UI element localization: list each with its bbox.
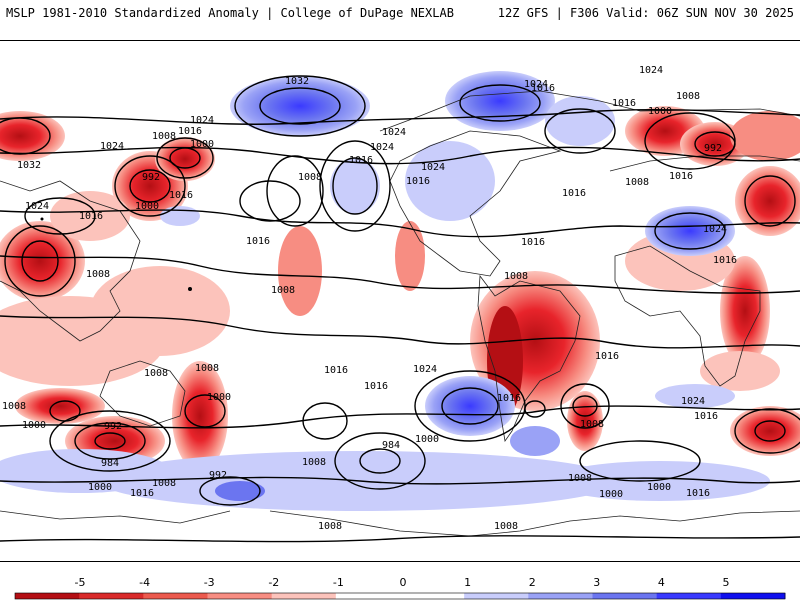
isobar-label: 1008 xyxy=(298,172,322,183)
colorbar-tick-label: -3 xyxy=(204,576,215,589)
isobar-label: 1016 xyxy=(612,98,636,109)
isobar-label: 1024 xyxy=(703,224,727,235)
isobar-label: 1016 xyxy=(669,171,693,182)
isobar-label: 1008 xyxy=(152,131,176,142)
isobar-label: 992 xyxy=(704,143,722,154)
isobar-label: 1016 xyxy=(531,83,555,94)
colorbar-tick-label: -4 xyxy=(139,576,150,589)
model-run-info: 12Z GFS | F306 Valid: 06Z SUN NOV 30 202… xyxy=(497,6,794,20)
isobar-label: 1016 xyxy=(349,155,373,166)
colorbar-tick-label: -5 xyxy=(75,576,86,589)
isobar-label: 1024 xyxy=(524,79,548,90)
colorbar-segment xyxy=(400,593,465,599)
colorbar-segment xyxy=(335,593,401,599)
isobar-label: 1000 xyxy=(599,489,623,500)
isobar-label: 1008 xyxy=(625,177,649,188)
isobar-label: 1000 xyxy=(22,420,46,431)
colorbar-segment xyxy=(528,593,593,599)
isobar-label: 1000 xyxy=(647,482,671,493)
isobar-label: 1016 xyxy=(595,351,619,362)
isobar-label: 1008 xyxy=(86,269,110,280)
isobar-label: 1032 xyxy=(285,76,309,87)
pressure-center-dot xyxy=(40,217,44,221)
colorbar-segment xyxy=(592,593,658,599)
isobar-label: 1000 xyxy=(415,434,439,445)
colorbar-segment xyxy=(143,593,208,599)
colorbar-tick-label: 3 xyxy=(593,576,600,589)
colorbar-segment xyxy=(656,593,722,599)
isobar-label: 1032 xyxy=(17,160,41,171)
isobar-label: 1016 xyxy=(364,381,388,392)
isobar-label: 992 xyxy=(209,470,227,481)
colorbar-segment xyxy=(15,593,80,599)
mslp-anomaly-map: 1032 1024 1024 1016 1000 1008 992 1016 1… xyxy=(0,40,800,562)
isobar-label: 1016 xyxy=(79,211,103,222)
colorbar-outline xyxy=(14,592,786,600)
isobar-label: 984 xyxy=(382,440,400,451)
isobar-label: 1008 xyxy=(144,368,168,379)
colorbar-tick-label: -1 xyxy=(333,576,344,589)
isobar-label: 1000 xyxy=(648,106,672,117)
colorbar-segment xyxy=(207,593,273,599)
pressure-center-dot xyxy=(188,287,192,291)
isobar-label: 1008 xyxy=(2,401,26,412)
isobar-label: 1016 xyxy=(497,393,521,404)
colorbar-tick-label: -2 xyxy=(268,576,279,589)
isobar-label: 1000 xyxy=(207,392,231,403)
isobar-label: 992 xyxy=(142,172,160,183)
colorbar-segment xyxy=(464,593,529,599)
colorbar-segment xyxy=(720,593,786,599)
isobar-label: 1016 xyxy=(521,237,545,248)
anomaly-colorbar: -5 -4 -3 -2 -1 0 1 2 3 4 5 xyxy=(0,560,800,600)
isobar-label: 1000 xyxy=(190,139,214,150)
isobar-label: 1024 xyxy=(382,127,406,138)
isobar-label: 1000 xyxy=(88,482,112,493)
map-title: MSLP 1981-2010 Standardized Anomaly | Co… xyxy=(6,6,454,20)
isobar-label: 1024 xyxy=(413,364,437,375)
isobar-label: 1008 xyxy=(152,478,176,489)
colorbar-tick-label: 4 xyxy=(658,576,665,589)
colorbar-tick-label: 0 xyxy=(400,576,407,589)
isobar-label: 1008 xyxy=(195,363,219,374)
isobar-label: 1024 xyxy=(370,142,394,153)
isobar-label: 1016 xyxy=(178,126,202,137)
isobar-label: 1008 xyxy=(494,521,518,532)
isobar-label: 1008 xyxy=(302,457,326,468)
positive-anomaly-areas xyxy=(0,106,800,471)
isobar-label: 1024 xyxy=(100,141,124,152)
isobar-label: 1016 xyxy=(686,488,710,499)
isobar-label: 1008 xyxy=(580,419,604,430)
isobar-label: 1016 xyxy=(694,411,718,422)
isobar-label: 1008 xyxy=(318,521,342,532)
isobar-label: 1016 xyxy=(246,236,270,247)
isobar-label: 1016 xyxy=(406,176,430,187)
isobar-label: 992 xyxy=(104,421,122,432)
isobar-contours xyxy=(0,75,800,543)
isobar-label: 1024 xyxy=(190,115,214,126)
isobar-labels: 1032 1024 1024 1016 1000 1008 992 1016 1… xyxy=(2,65,737,532)
isobar-label: 984 xyxy=(101,458,119,469)
colorbar-tick-label: 5 xyxy=(723,576,730,589)
isobar-label: 1008 xyxy=(676,91,700,102)
isobar-label: 1008 xyxy=(271,285,295,296)
isobar-label: 1024 xyxy=(25,201,49,212)
isobar-label: 1008 xyxy=(504,271,528,282)
pressure-center-markers xyxy=(40,217,192,291)
colorbar-segment xyxy=(79,593,144,599)
colorbar-tick-label: 2 xyxy=(529,576,536,589)
isobar-label: 1008 xyxy=(568,473,592,484)
isobar-label: 1016 xyxy=(130,488,154,499)
colorbar-segment xyxy=(271,593,337,599)
isobar-label: 1016 xyxy=(562,188,586,199)
isobar-label: 1024 xyxy=(681,396,705,407)
isobar-label: 1000 xyxy=(135,201,159,212)
isobar-label: 1016 xyxy=(324,365,348,376)
isobar-label: 1024 xyxy=(639,65,663,76)
isobar-label: 1024 xyxy=(421,162,445,173)
colorbar-tick-label: 1 xyxy=(464,576,471,589)
isobar-label: 1016 xyxy=(713,255,737,266)
isobar-label: 1016 xyxy=(169,190,193,201)
